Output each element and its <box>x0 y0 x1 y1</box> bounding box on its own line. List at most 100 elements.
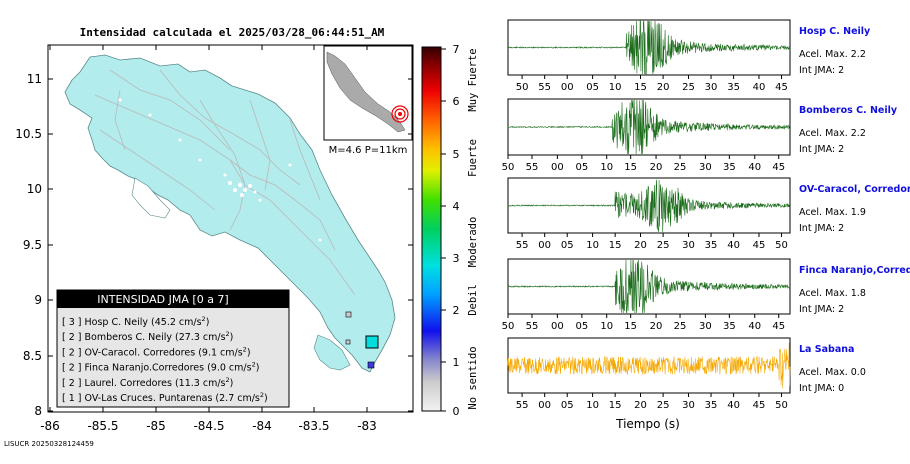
waveform-tick-label: 15 <box>609 240 622 251</box>
waveform-tick-label: 15 <box>609 400 622 411</box>
waveform-trace <box>507 179 791 233</box>
legend-row-close: ) <box>247 347 251 358</box>
legend-row-level: [ 2 ] <box>62 378 85 389</box>
legend-row-value: (45.2 cm/s <box>151 317 202 328</box>
colorbar-category-label: No sentido <box>467 346 479 409</box>
station-peak-accel: Acel. Max. 2.2 <box>799 49 866 60</box>
legend-row-station: OV-Caracol. Corredores <box>85 347 199 358</box>
waveform-tick-label: 55 <box>526 162 539 173</box>
legend-row-sup: 2 <box>243 345 247 353</box>
colorbar-tick-label: 6 <box>453 95 460 108</box>
waveform-tick-label: 55 <box>538 82 551 93</box>
waveform-tick-label: 25 <box>657 400 670 411</box>
waveform-tick-label: 00 <box>538 400 551 411</box>
map-y-tick-label: 10 <box>27 182 42 196</box>
waveform-tick-label: 55 <box>526 321 539 332</box>
station-peak-accel: Acel. Max. 2.2 <box>799 128 866 139</box>
waveform-tick-label: 35 <box>727 82 740 93</box>
station-jma-intensity: Int JMA: 2 <box>799 65 844 76</box>
legend-row-sup: 2 <box>260 391 264 399</box>
map-x-tick-label: -84.5 <box>193 419 224 433</box>
map-panel: M=4.6 P=11km INTENSIDAD JMA [0 a 7] [ 3 … <box>15 44 414 433</box>
map-y-tick-label: 8.5 <box>23 349 42 363</box>
map-x-tick-label: -85.5 <box>87 419 118 433</box>
legend-row-close: ) <box>230 378 234 389</box>
nicoya-gulf <box>131 177 171 219</box>
waveform-tick-label: 20 <box>634 400 647 411</box>
legend-row-close: ) <box>264 393 268 404</box>
waveform-trace <box>507 99 791 155</box>
inset-map: M=4.6 P=11km <box>323 45 413 156</box>
legend-row-level: [ 2 ] <box>62 332 85 343</box>
legend-row-station: OV-Las Cruces. Puntarenas <box>85 393 216 404</box>
waveform-tick-label: 35 <box>705 400 718 411</box>
waveform-tick-label: 00 <box>551 162 564 173</box>
cities <box>118 98 322 242</box>
waveform-tick-label: 00 <box>551 321 564 332</box>
legend-row: [ 3 ] Hosp C. Neily (45.2 cm/s2) <box>62 315 209 328</box>
waveform-tick-label: 25 <box>682 82 695 93</box>
colorbar-tick-label: 3 <box>453 252 460 265</box>
waveform-tick-label: 30 <box>699 162 712 173</box>
legend-row: [ 2 ] Finca Naranjo.Corredores (9.0 cm/s… <box>62 361 259 374</box>
station-jma-intensity: Int JMA: 2 <box>799 144 844 155</box>
map-y-axis: 11 10.5 10 9.5 9 8.5 8 <box>15 72 413 418</box>
waveform-panels: 50 55 00 05 10 15 20 25 30 35 40 45 Hosp C. Neily Ace… <box>502 19 910 411</box>
legend-row-station: Finca Naranjo.Corredores <box>85 363 208 374</box>
costa-rica-landmass <box>64 54 396 373</box>
map-title: Intensidad calculada el 2025/03/28_06:44… <box>80 26 385 39</box>
waveform-tick-label: 55 <box>516 400 529 411</box>
waveform-tick-label: 20 <box>650 321 663 332</box>
station-name: OV-Caracol, Corredores <box>799 184 910 195</box>
station-name: Hosp C. Neily <box>799 26 871 37</box>
waveform-panel: 50 55 00 05 10 15 20 25 30 35 40 45 Bomberos C. Neil… <box>502 98 898 173</box>
waveform-tick-label: 20 <box>634 240 647 251</box>
waveform-tick-label: 05 <box>576 162 589 173</box>
map-x-axis: -86 -85.5 -85 -84.5 -84 -83.5 -83 <box>40 45 377 433</box>
station-name: La Sabana <box>799 344 854 355</box>
legend-row-value: (27.3 cm/s <box>175 332 226 343</box>
waveform-tick-label: 10 <box>586 240 599 251</box>
waveform-tick-label: 35 <box>723 321 736 332</box>
colorbar-category-label: Muy Fuerte <box>467 48 479 111</box>
waveform-tick-label: 45 <box>772 162 785 173</box>
report-footer-id: LISUCR 20250328124459 <box>4 440 94 448</box>
station-marker-other-2 <box>345 339 351 345</box>
waveform-tick-label: 50 <box>516 82 529 93</box>
waveform-panel: 55 00 05 10 15 20 25 30 35 40 45 50 La Sabana Acel. M… <box>507 337 866 411</box>
waveform-tick-label: 45 <box>772 321 785 332</box>
station-jma-intensity: Int JMA: 0 <box>799 383 844 394</box>
waveform-tick-label: 05 <box>576 321 589 332</box>
station-marker-hosp-neily <box>365 335 379 349</box>
legend-row-level: [ 2 ] <box>62 347 85 358</box>
legend-row-station: Laurel. Corredores <box>85 378 175 389</box>
waveform-tick-label: 25 <box>674 162 687 173</box>
waveform-tick-label: 25 <box>674 321 687 332</box>
colorbar-tick-label: 5 <box>453 148 460 161</box>
colorbar-tick-label: 7 <box>453 43 460 56</box>
legend-row-level: [ 1 ] <box>62 393 85 404</box>
map-x-tick-label: -85 <box>146 419 166 433</box>
waveform-panel: 50 55 00 05 10 15 20 25 30 35 40 45 Finca Naranjo,Co… <box>502 258 910 332</box>
waveform-tick-label: 05 <box>561 400 574 411</box>
waveform-trace <box>507 20 791 75</box>
waveform-tick-label: 45 <box>753 400 766 411</box>
legend-row-station: Bomberos C. Neily <box>85 332 175 343</box>
waveform-tick-label: 20 <box>650 162 663 173</box>
waveform-tick-label: 15 <box>624 321 637 332</box>
roads <box>94 69 356 296</box>
legend-row-station: Hosp C. Neily <box>85 317 152 328</box>
waveform-tick-label: 55 <box>516 240 529 251</box>
legend-title: INTENSIDAD JMA [0 a 7] <box>97 293 228 306</box>
map-y-tick-label: 10.5 <box>15 127 42 141</box>
legend-row-sup: 2 <box>202 315 206 323</box>
map-x-tick-label: -86 <box>40 419 60 433</box>
map-y-tick-label: 8 <box>34 404 42 418</box>
station-marker-las-cruces <box>367 361 375 369</box>
waveform-tick-label: 30 <box>705 82 718 93</box>
station-peak-accel: Acel. Max. 1.8 <box>799 288 866 299</box>
legend-row-close: ) <box>206 317 210 328</box>
waveform-tick-label: 15 <box>634 82 647 93</box>
map-x-tick-label: -83 <box>357 419 377 433</box>
